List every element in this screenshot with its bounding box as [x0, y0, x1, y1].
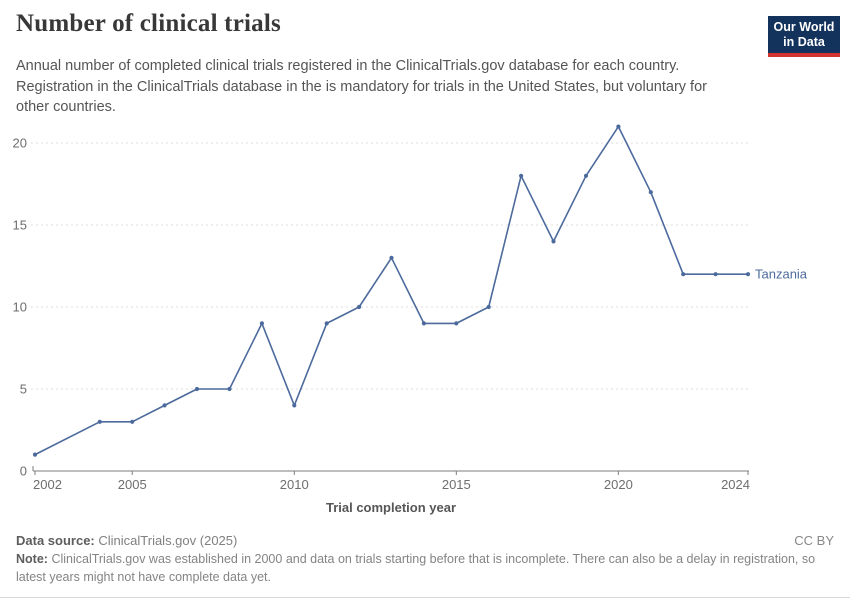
- x-axis-title: Trial completion year: [326, 500, 456, 515]
- data-source: Data source: ClinicalTrials.gov (2025): [16, 533, 237, 548]
- data-source-label: Data source:: [16, 533, 95, 548]
- data-point-marker[interactable]: [648, 190, 653, 195]
- data-point-marker[interactable]: [292, 403, 297, 408]
- bottom-divider: [0, 597, 850, 598]
- chart-subtitle: Annual number of completed clinical tria…: [16, 58, 707, 116]
- note-label: Note:: [16, 552, 48, 566]
- page-title: Number of clinical trials: [16, 10, 281, 37]
- data-point-marker[interactable]: [745, 272, 751, 277]
- license-link[interactable]: CC BY: [794, 533, 834, 548]
- series-label: Tanzania: [755, 267, 808, 282]
- owid-logo[interactable]: Our World in Data: [768, 16, 840, 57]
- data-point-marker[interactable]: [616, 124, 621, 129]
- x-tick-label: 2015: [442, 477, 471, 492]
- y-tick-label: 15: [13, 218, 27, 233]
- y-tick-label: 20: [13, 136, 27, 151]
- data-point-marker[interactable]: [97, 419, 102, 424]
- data-point-marker[interactable]: [583, 173, 589, 178]
- data-point-marker[interactable]: [519, 173, 524, 178]
- data-point-marker[interactable]: [32, 452, 38, 457]
- data-point-marker[interactable]: [486, 304, 491, 310]
- footer-note: Note: ClinicalTrials.gov was established…: [16, 551, 834, 586]
- data-point-marker[interactable]: [324, 321, 329, 326]
- data-point-marker[interactable]: [551, 239, 556, 244]
- data-point-marker[interactable]: [162, 403, 167, 408]
- line-chart: 0 5 10 15 20 2002 2005 2010 2015 2020 2024 Trial co…: [13, 124, 808, 515]
- series-line[interactable]: [34, 125, 749, 456]
- x-tick-label: 2010: [280, 477, 309, 492]
- y-tick-label: 10: [13, 300, 27, 315]
- y-tick-label: 0: [20, 464, 27, 479]
- x-tick-label: 2005: [118, 477, 147, 492]
- y-tick-label: 5: [20, 382, 27, 397]
- note-text: ClinicalTrials.gov was established in 20…: [16, 552, 816, 584]
- data-point-marker[interactable]: [681, 272, 686, 277]
- data-point-marker[interactable]: [227, 386, 232, 392]
- data-point-marker[interactable]: [259, 321, 264, 326]
- data-point-marker[interactable]: [454, 321, 459, 326]
- data-point-marker[interactable]: [389, 255, 394, 260]
- x-tick-label: 2002: [33, 477, 62, 492]
- data-point-marker[interactable]: [194, 386, 200, 392]
- data-point-marker[interactable]: [421, 321, 426, 326]
- data-point-marker[interactable]: [713, 272, 718, 277]
- logo-text-line1: Our World: [773, 20, 835, 34]
- data-point-marker[interactable]: [130, 419, 135, 424]
- data-source-link[interactable]: ClinicalTrials.gov (2025): [98, 533, 238, 548]
- data-point-marker[interactable]: [357, 304, 362, 310]
- logo-text-line2: in Data: [783, 35, 825, 49]
- x-tick-label: 2020: [604, 477, 633, 492]
- footer-source-row: Data source: ClinicalTrials.gov (2025) C…: [16, 533, 834, 548]
- x-tick-label: 2024: [721, 477, 750, 492]
